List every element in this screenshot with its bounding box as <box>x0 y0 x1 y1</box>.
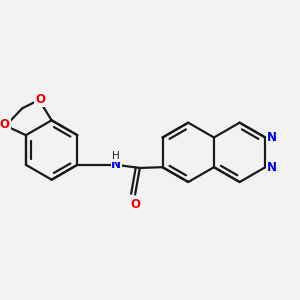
Text: O: O <box>35 93 45 106</box>
Text: N: N <box>267 131 277 144</box>
Text: N: N <box>111 158 122 171</box>
Text: N: N <box>267 161 277 174</box>
Text: H: H <box>112 151 120 161</box>
Text: O: O <box>130 198 140 211</box>
Text: O: O <box>0 118 10 131</box>
